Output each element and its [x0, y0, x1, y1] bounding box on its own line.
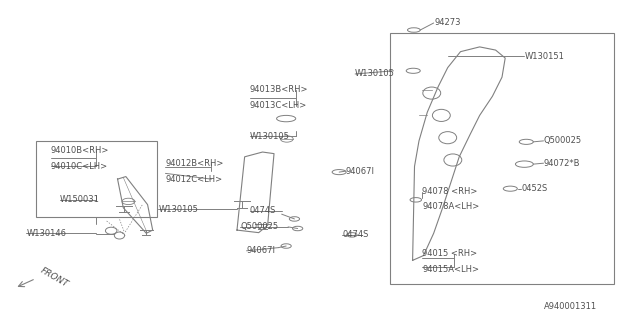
Text: 94015A<LH>: 94015A<LH>	[422, 265, 479, 275]
Bar	[390, 33, 614, 284]
Text: W130105: W130105	[355, 69, 395, 78]
Text: W130146: W130146	[26, 229, 66, 238]
Bar	[36, 141, 157, 217]
Text: W130151: W130151	[524, 52, 564, 61]
Text: 94012B<RH>: 94012B<RH>	[166, 159, 224, 168]
Text: 94010B<RH>: 94010B<RH>	[51, 146, 109, 155]
Text: 0474S: 0474S	[342, 230, 369, 239]
Text: W130105: W130105	[159, 205, 198, 214]
Text: 94067I: 94067I	[246, 246, 276, 255]
Text: 0452S: 0452S	[521, 184, 547, 193]
Text: 94010C<LH>: 94010C<LH>	[51, 162, 108, 171]
Text: 94078 <RH>: 94078 <RH>	[422, 188, 477, 196]
Text: 0474S: 0474S	[250, 206, 276, 215]
Text: Q500025: Q500025	[543, 136, 582, 145]
Text: 94013C<LH>: 94013C<LH>	[250, 101, 307, 110]
Text: FRONT: FRONT	[39, 266, 70, 290]
Text: 94015 <RH>: 94015 <RH>	[422, 250, 477, 259]
Text: 94072*B: 94072*B	[543, 159, 580, 168]
Text: W150031: W150031	[60, 195, 100, 204]
Text: A940001311: A940001311	[543, 302, 596, 311]
Text: 94067I: 94067I	[346, 167, 374, 176]
Text: 94273: 94273	[435, 19, 461, 28]
Text: W130105: W130105	[250, 132, 290, 140]
Text: 94078A<LH>: 94078A<LH>	[422, 202, 479, 211]
Text: 94012C<LH>: 94012C<LH>	[166, 175, 223, 184]
Text: 94013B<RH>: 94013B<RH>	[250, 85, 308, 94]
Text: Q500025: Q500025	[240, 222, 278, 231]
